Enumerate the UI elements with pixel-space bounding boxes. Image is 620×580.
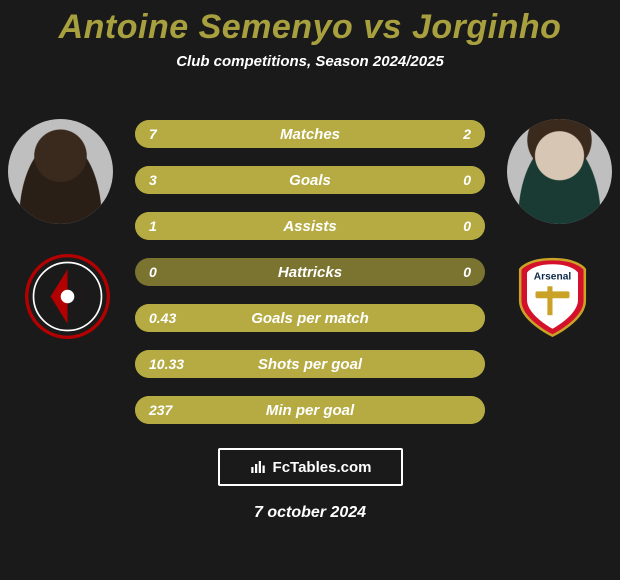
- stat-label: Min per goal: [135, 402, 485, 419]
- stat-label: Matches: [135, 126, 485, 143]
- svg-text:Arsenal: Arsenal: [534, 272, 572, 283]
- chart-icon: [249, 458, 267, 476]
- infographic-container: Antoine Semenyo vs Jorginho Club competi…: [0, 0, 620, 580]
- avatar-silhouette-icon: [8, 119, 113, 224]
- player-right-avatar: [507, 119, 612, 224]
- stat-bar: 7Matches2: [135, 120, 485, 148]
- stat-bar: 0.43Goals per match: [135, 304, 485, 332]
- stat-value-right: 2: [463, 126, 471, 142]
- stat-label: Assists: [135, 218, 485, 235]
- stat-value-right: 0: [463, 172, 471, 188]
- date: 7 october 2024: [254, 504, 366, 522]
- stat-value-right: 0: [463, 218, 471, 234]
- stat-bar: 0Hattricks0: [135, 258, 485, 286]
- comparison-area: Arsenal 7Matches23Goals01Assists00Hattri…: [0, 94, 620, 424]
- stat-value-right: 0: [463, 264, 471, 280]
- club-right-badge: Arsenal: [510, 254, 595, 339]
- subtitle: Club competitions, Season 2024/2025: [176, 53, 444, 70]
- stat-bar: 1Assists0: [135, 212, 485, 240]
- source-text: FcTables.com: [273, 459, 372, 476]
- stat-bars: 7Matches23Goals01Assists00Hattricks00.43…: [135, 94, 485, 424]
- avatar-silhouette-icon: [507, 119, 612, 224]
- source-badge: FcTables.com: [218, 448, 403, 486]
- arsenal-crest-icon: Arsenal: [510, 254, 595, 339]
- player-left-avatar: [8, 119, 113, 224]
- club-left-badge: [25, 254, 110, 339]
- stat-label: Shots per goal: [135, 356, 485, 373]
- bournemouth-crest-icon: [25, 254, 110, 339]
- stat-bar: 10.33Shots per goal: [135, 350, 485, 378]
- stat-label: Goals per match: [135, 310, 485, 327]
- title: Antoine Semenyo vs Jorginho: [59, 8, 562, 47]
- stat-bar: 237Min per goal: [135, 396, 485, 424]
- stat-label: Hattricks: [135, 264, 485, 281]
- stat-bar: 3Goals0: [135, 166, 485, 194]
- stat-label: Goals: [135, 172, 485, 189]
